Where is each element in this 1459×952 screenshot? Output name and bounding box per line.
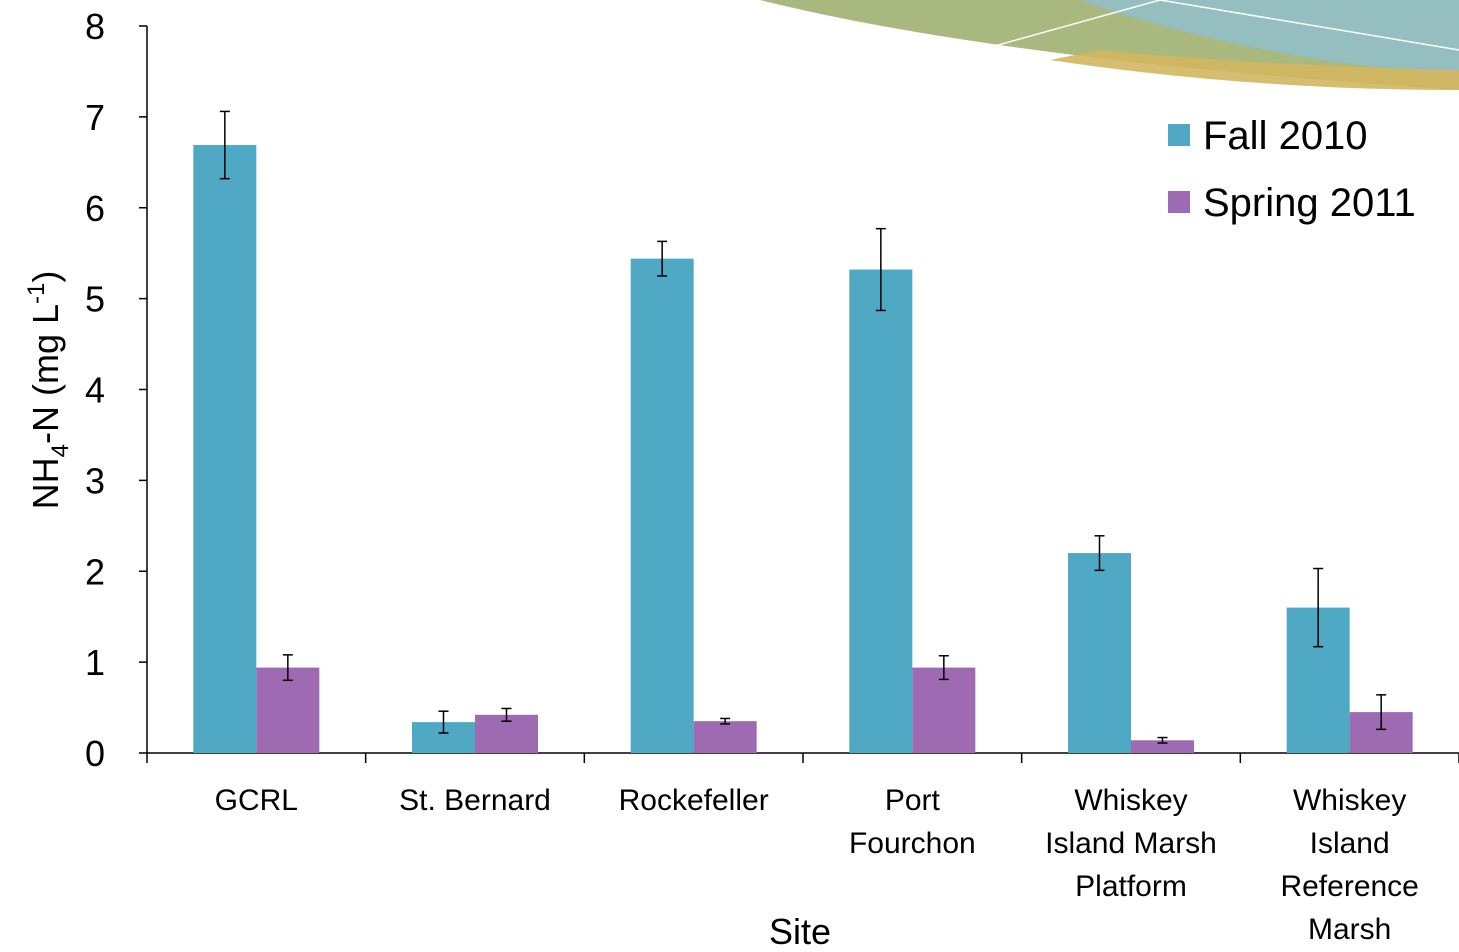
error-bar: [1313, 567, 1324, 648]
x-axis-label: Site: [769, 911, 831, 952]
y-tick-label: 5: [85, 279, 105, 320]
x-tick-label: Island: [1310, 827, 1390, 860]
y-label-part: -N (mg L: [25, 304, 66, 444]
error-bar: [938, 655, 949, 681]
x-tick-label: GCRL: [215, 784, 298, 817]
y-label-sup: -1: [23, 283, 50, 304]
y-tick-label: 6: [85, 188, 105, 229]
bar: [1068, 553, 1131, 753]
error-bar: [219, 110, 230, 180]
y-axis-label: NH4-N (mg L-1): [23, 271, 74, 510]
error-bar: [1094, 535, 1105, 572]
bar: [849, 269, 913, 753]
x-tick-label: Platform: [1075, 870, 1187, 903]
error-bar: [501, 707, 512, 722]
y-label-sub: 4: [47, 444, 74, 457]
error-bar: [282, 654, 293, 682]
y-tick-label: 3: [85, 460, 105, 501]
x-tick-label: Port: [885, 784, 941, 817]
x-tick-label: Marsh: [1308, 913, 1391, 946]
y-tick-label: 1: [85, 642, 105, 683]
legend-label: Fall 2010: [1203, 114, 1368, 158]
x-tick-label: Whiskey: [1074, 784, 1187, 817]
bar: [693, 721, 757, 753]
legend-swatch: [1168, 124, 1190, 146]
y-tick-label: 0: [85, 733, 105, 774]
decoration: [760, 0, 1459, 90]
y-tick-label: 4: [85, 370, 105, 411]
legend-swatch: [1168, 191, 1190, 213]
error-bar: [1376, 694, 1387, 731]
x-tick-label: Whiskey: [1293, 784, 1406, 817]
x-tick-label: Island Marsh: [1045, 827, 1217, 860]
legend-label: Spring 2011: [1203, 181, 1416, 225]
y-label-part: ): [25, 271, 66, 283]
y-tick-label: 7: [85, 97, 105, 138]
y-tick-label: 8: [85, 6, 105, 47]
error-bar: [438, 710, 449, 734]
error-bar: [657, 240, 668, 277]
x-tick-label: St. Bernard: [399, 784, 551, 817]
bar: [256, 667, 320, 753]
x-tick-label: Rockefeller: [619, 784, 769, 817]
x-tick-label: Fourchon: [849, 827, 976, 860]
y-label-part: NH: [25, 457, 66, 509]
bar: [630, 258, 694, 753]
y-axis-label-text: NH4-N (mg L-1): [23, 271, 74, 510]
x-tick-label: Reference: [1280, 870, 1418, 903]
y-tick-label: 2: [85, 551, 105, 592]
error-bar: [720, 717, 731, 725]
bar: [1131, 740, 1194, 753]
bar: [193, 145, 257, 753]
bar: [912, 667, 976, 753]
error-bar: [875, 227, 886, 312]
error-bar: [1157, 736, 1168, 744]
